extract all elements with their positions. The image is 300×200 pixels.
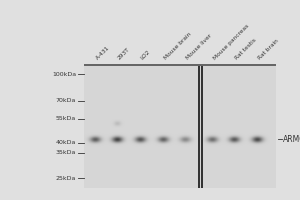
- Text: Mouse liver: Mouse liver: [185, 33, 213, 61]
- Text: Rat testis: Rat testis: [234, 38, 257, 61]
- Text: Mouse brain: Mouse brain: [163, 32, 192, 61]
- Text: 100kDa: 100kDa: [52, 72, 76, 76]
- Text: 293T: 293T: [117, 47, 131, 61]
- Text: Rat brain: Rat brain: [257, 39, 280, 61]
- Text: ARMC6: ARMC6: [283, 134, 300, 144]
- Text: A-431: A-431: [95, 45, 111, 61]
- Text: LO2: LO2: [140, 49, 152, 61]
- Text: 55kDa: 55kDa: [56, 116, 76, 121]
- Text: 25kDa: 25kDa: [56, 176, 76, 180]
- Text: Mouse pancreas: Mouse pancreas: [212, 23, 250, 61]
- Text: 35kDa: 35kDa: [56, 150, 76, 156]
- Text: 70kDa: 70kDa: [56, 98, 76, 104]
- Text: 40kDa: 40kDa: [56, 140, 76, 146]
